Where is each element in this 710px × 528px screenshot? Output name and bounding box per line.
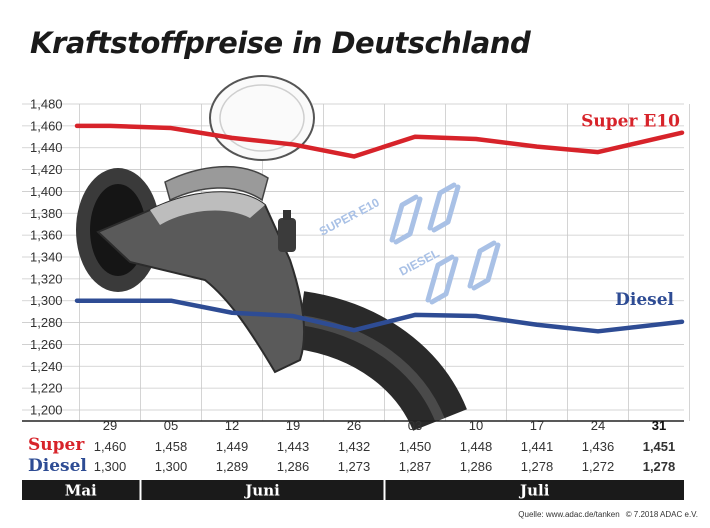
table-row-label-diesel: Diesel [28,456,87,476]
data-label-diesel: 1,300 [155,459,188,474]
data-label-diesel: 1,278 [643,459,676,474]
x-tick-label: 03 [408,418,422,433]
data-label-super: 1,451 [643,439,676,454]
y-tick-label: 1,480 [30,97,63,112]
month-bar [141,480,384,500]
segment-digits-icon [389,182,501,305]
x-tick-label: 17 [530,418,544,433]
data-label-diesel: 1,286 [277,459,310,474]
y-tick-label: 1,220 [30,381,63,396]
month-label: Mai [65,482,97,500]
series-line-diesel [74,298,685,334]
fuel-hose-icon [295,291,467,432]
data-label-super: 1,441 [521,439,554,454]
series-lines [74,123,685,334]
y-tick-label: 1,300 [30,293,63,308]
data-label-diesel: 1,287 [399,459,432,474]
data-label-diesel: 1,278 [521,459,554,474]
x-axis-ticks: 29 05 12 19 26 03 10 17 24 31 [103,418,666,433]
x-tick-label: 10 [469,418,483,433]
x-tick-label: 24 [591,418,605,433]
series-label-diesel: Diesel [615,290,674,310]
data-label-super: 1,458 [155,439,188,454]
x-tick-label: 26 [347,418,361,433]
y-tick-label: 1,320 [30,271,63,286]
data-label-super: 1,448 [460,439,493,454]
data-label-diesel: 1,286 [460,459,493,474]
data-label-diesel: 1,272 [582,459,615,474]
month-label: Juni [243,482,280,500]
y-tick-label: 1,400 [30,184,63,199]
y-tick-label: 1,260 [30,337,63,352]
data-label-super: 1,443 [277,439,310,454]
x-tick-label: 31 [652,418,666,433]
data-label-super: 1,449 [216,439,249,454]
source-text: Quelle: www.adac.de/tanken [518,510,620,519]
display-word-super: SUPER E10 [317,195,382,239]
data-label-super: 1,432 [338,439,371,454]
data-label-super: 1,436 [582,439,615,454]
source-note: Quelle: www.adac.de/tanken © 7.2018 ADAC … [512,510,698,519]
y-tick-label: 1,440 [30,140,63,155]
data-label-super: 1,460 [94,439,127,454]
copyright-text: © 7.2018 ADAC e.V. [625,510,698,519]
x-tick-label: 29 [103,418,117,433]
month-bar [22,480,140,500]
x-tick-label: 19 [286,418,300,433]
data-label-super: 1,450 [399,439,432,454]
vent-icon [278,218,296,252]
table-row-label-super: Super [28,435,85,455]
x-tick-label: 12 [225,418,239,433]
month-bar [385,480,684,500]
series-line-super [74,123,685,159]
y-tick-label: 1,200 [30,403,63,418]
month-label: Juli [518,482,550,500]
series-label-super: Super E10 [581,112,680,132]
y-tick-label: 1,280 [30,315,63,330]
x-tick-label: 05 [164,418,178,433]
y-tick-label: 1,380 [30,206,63,221]
data-label-diesel: 1,300 [94,459,127,474]
y-tick-label: 1,240 [30,359,63,374]
y-tick-label: 1,360 [30,228,63,243]
price-display-decoration: SUPER E10 DIESEL [317,182,501,305]
y-tick-label: 1,340 [30,250,63,265]
chart-title: Kraftstoffpreise in Deutschland [30,26,531,60]
data-label-diesel: 1,273 [338,459,371,474]
y-tick-label: 1,460 [30,118,63,133]
value-table: 1,460 1,458 1,449 1,443 1,432 1,450 1,448 1,441… [94,439,676,474]
y-axis-ticks: 1,200 1,220 1,240 1,260 1,280 1,300 1,320 1,340… [30,97,63,418]
month-bars: Mai Juni Juli [22,480,684,500]
data-label-diesel: 1,289 [216,459,249,474]
y-tick-label: 1,420 [30,162,63,177]
